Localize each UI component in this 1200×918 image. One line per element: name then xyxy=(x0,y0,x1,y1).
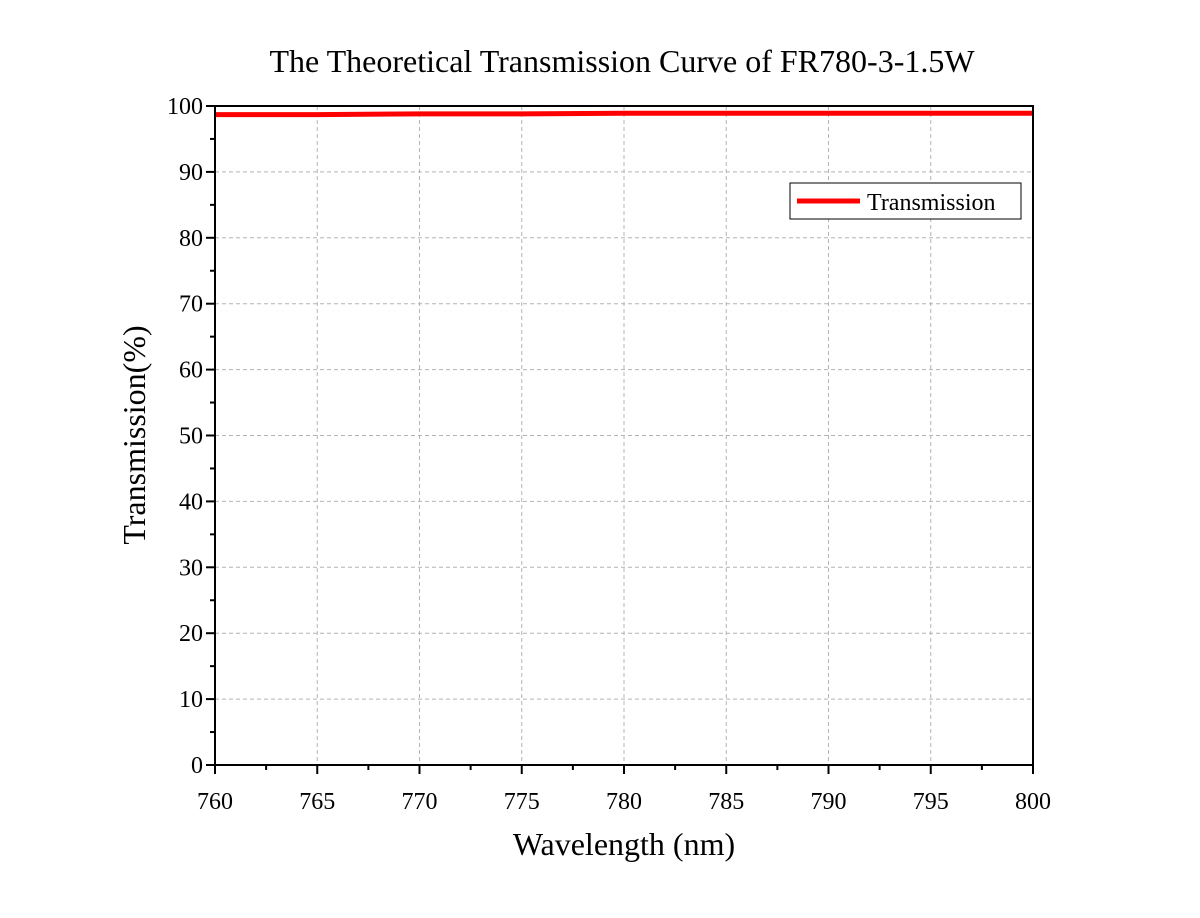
series-layer xyxy=(215,110,1033,118)
legend-label-transmission: Transmission xyxy=(867,190,995,216)
y-tick-label: 10 xyxy=(179,687,203,713)
x-axis-title: Wavelength (nm) xyxy=(513,826,735,862)
y-tick-label: 40 xyxy=(179,489,203,515)
y-tick-label: 90 xyxy=(179,160,203,186)
x-tick-label: 765 xyxy=(299,789,335,815)
y-tick-label: 80 xyxy=(179,226,203,252)
y-tick-label: 70 xyxy=(179,292,203,318)
y-tick-label: 0 xyxy=(191,753,203,779)
y-tick-label: 30 xyxy=(179,555,203,581)
x-tick-label: 780 xyxy=(606,789,642,815)
x-tick-label: 800 xyxy=(1015,789,1051,815)
grid-lines xyxy=(215,106,1033,765)
x-tick-label: 790 xyxy=(811,789,847,815)
x-tick-label: 775 xyxy=(504,789,540,815)
chart-title: The Theoretical Transmission Curve of FR… xyxy=(269,43,975,79)
x-axis: 760 765 770 775 780 785 790 795 800 xyxy=(197,765,1051,815)
y-tick-label: 60 xyxy=(179,358,203,384)
y-tick-label: 50 xyxy=(179,424,203,450)
x-tick-label: 770 xyxy=(402,789,438,815)
x-tick-label: 795 xyxy=(913,789,949,815)
y-tick-label: 20 xyxy=(179,621,203,647)
series-line-0 xyxy=(215,110,1033,118)
y-axis: 0 10 20 30 40 50 60 70 80 90 100 xyxy=(167,94,215,779)
x-tick-label: 760 xyxy=(197,789,233,815)
y-axis-title: Transmission(%) xyxy=(116,325,152,544)
y-tick-label: 100 xyxy=(167,94,203,120)
x-tick-label: 785 xyxy=(708,789,744,815)
legend: Transmission xyxy=(789,182,1022,220)
